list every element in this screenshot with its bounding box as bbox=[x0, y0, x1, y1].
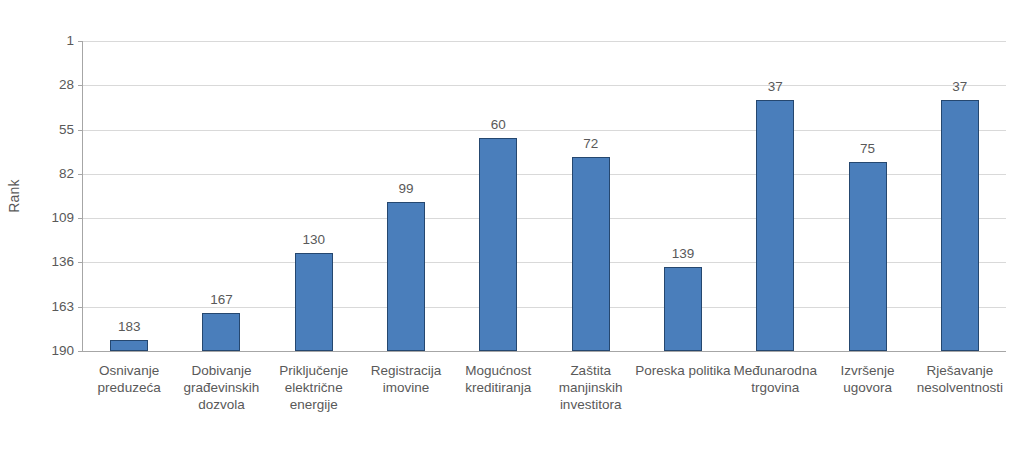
value-label: 99 bbox=[371, 181, 441, 196]
value-label: 60 bbox=[463, 117, 533, 132]
x-axis-label-line: nesolventnosti bbox=[900, 379, 1020, 396]
bar bbox=[572, 157, 610, 351]
bar bbox=[849, 162, 887, 351]
value-label: 130 bbox=[279, 232, 349, 247]
x-axis-label-line: investitora bbox=[531, 396, 651, 413]
value-label: 72 bbox=[556, 136, 626, 151]
gridline bbox=[83, 130, 1006, 131]
y-tick-label: 55 bbox=[0, 122, 74, 138]
y-axis-title: Rank bbox=[6, 179, 22, 212]
x-axis-label-line: Rješavanje bbox=[900, 362, 1020, 379]
y-tick-label: 82 bbox=[0, 166, 74, 182]
bar bbox=[387, 202, 425, 351]
x-axis-label-line: manjinskih bbox=[531, 379, 651, 396]
gridline bbox=[83, 41, 1006, 42]
value-label: 37 bbox=[925, 79, 995, 94]
bar bbox=[202, 313, 240, 351]
bar bbox=[756, 100, 794, 351]
x-axis-label: Rješavanjenesolventnosti bbox=[900, 362, 1020, 396]
value-label: 167 bbox=[186, 292, 256, 307]
y-tick-label: 136 bbox=[0, 254, 74, 270]
bar bbox=[664, 267, 702, 351]
y-tick-label: 190 bbox=[0, 343, 74, 359]
value-label: 37 bbox=[740, 79, 810, 94]
bar bbox=[295, 253, 333, 351]
bar bbox=[110, 340, 148, 351]
value-label: 139 bbox=[648, 246, 718, 261]
plot-area: 183 167 130 99 60 72 139 37 75 37 bbox=[83, 41, 1006, 351]
x-axis-label-line: energije bbox=[254, 396, 374, 413]
gridline bbox=[83, 351, 1006, 352]
bar bbox=[479, 138, 517, 351]
y-tick-label: 109 bbox=[0, 210, 74, 226]
y-tick-label: 163 bbox=[0, 299, 74, 315]
gridline bbox=[83, 85, 1006, 86]
y-tick-label: 28 bbox=[0, 77, 74, 93]
value-label: 75 bbox=[833, 141, 903, 156]
value-label: 183 bbox=[94, 319, 164, 334]
y-tick-label: 1 bbox=[0, 33, 74, 49]
bar bbox=[941, 100, 979, 351]
bar-chart: Rank 1 28 55 82 109 136 163 190 183 167 130 99 60 72… bbox=[0, 0, 1024, 454]
